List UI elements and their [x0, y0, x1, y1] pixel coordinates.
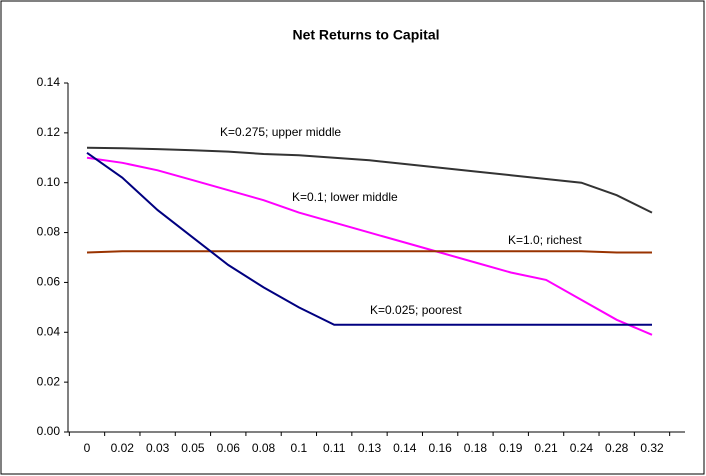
y-tick-label: 0.14	[37, 75, 61, 89]
x-tick-label: 0.28	[605, 441, 629, 455]
x-tick-label: 0	[84, 441, 91, 455]
x-tick-label: 0.11	[323, 441, 346, 455]
series-label: K=1.0; richest	[508, 233, 582, 247]
y-tick-label: 0.02	[37, 374, 61, 388]
x-tick-label: 0.05	[181, 441, 205, 455]
series-label: K=0.025; poorest	[370, 303, 462, 317]
y-tick-label: 0.12	[37, 125, 61, 139]
x-tick-label: 0.06	[217, 441, 241, 455]
series-label: K=0.1; lower middle	[292, 190, 398, 204]
x-tick-label: 0.19	[499, 441, 523, 455]
series-line	[86, 156, 653, 336]
chart-title: Net Returns to Capital	[292, 27, 439, 43]
x-tick-label: 0.16	[428, 441, 452, 455]
series-line	[86, 151, 652, 326]
series-line	[86, 250, 652, 254]
y-tick-label: 0.06	[37, 275, 61, 289]
x-tick-label: 0.24	[570, 441, 594, 455]
x-tick-label: 0.03	[146, 441, 170, 455]
x-tick-label: 0.02	[111, 441, 135, 455]
x-tick-label: 0.08	[252, 441, 276, 455]
x-tick-label: 0.13	[358, 441, 382, 455]
x-tick-label: 0.1	[291, 441, 308, 455]
y-tick-label: 0.08	[37, 225, 61, 239]
x-tick-label: 0.32	[640, 441, 664, 455]
series-label: K=0.275; upper middle	[220, 125, 341, 139]
x-tick-label: 0.18	[464, 441, 488, 455]
y-tick-label: 0.00	[37, 424, 61, 438]
x-tick-label: 0.14	[393, 441, 417, 455]
series-line	[86, 146, 653, 214]
y-tick-label: 0.04	[37, 324, 61, 338]
y-tick-label: 0.10	[37, 175, 61, 189]
x-tick-label: 0.21	[534, 441, 558, 455]
